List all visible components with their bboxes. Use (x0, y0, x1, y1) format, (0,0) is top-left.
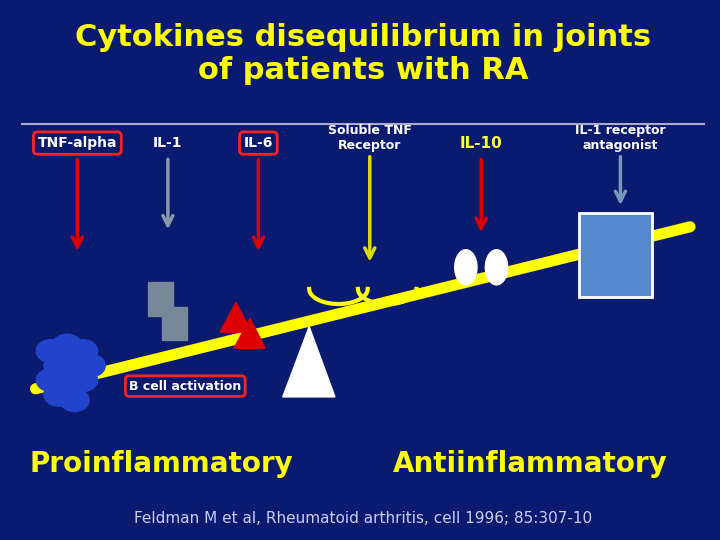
Polygon shape (234, 319, 266, 348)
Text: Feldman M et al, Rheumatoid arthritis, cell 1996; 85:307-10: Feldman M et al, Rheumatoid arthritis, c… (134, 511, 592, 526)
Text: Antiinflammatory: Antiinflammatory (392, 450, 667, 478)
Circle shape (36, 369, 66, 392)
Circle shape (60, 360, 89, 382)
Circle shape (76, 354, 105, 377)
Text: IL-6: IL-6 (243, 136, 273, 150)
Text: IL-1: IL-1 (153, 136, 183, 150)
Circle shape (36, 340, 66, 362)
Polygon shape (283, 327, 335, 397)
Circle shape (68, 369, 97, 392)
Bar (162, 307, 187, 340)
Bar (148, 282, 174, 316)
Circle shape (53, 374, 81, 397)
Circle shape (53, 334, 81, 357)
Polygon shape (220, 302, 251, 332)
Text: Proinflammatory: Proinflammatory (29, 450, 293, 478)
Ellipse shape (485, 249, 508, 285)
FancyBboxPatch shape (579, 213, 652, 297)
Circle shape (44, 354, 73, 377)
Circle shape (68, 340, 97, 362)
Text: Soluble TNF
Receptor: Soluble TNF Receptor (328, 124, 412, 152)
Text: Cytokines disequilibrium in joints
of patients with RA: Cytokines disequilibrium in joints of pa… (75, 23, 651, 85)
Circle shape (60, 389, 89, 411)
Text: IL-10: IL-10 (460, 136, 503, 151)
Ellipse shape (455, 249, 477, 285)
Circle shape (44, 383, 73, 406)
Text: IL-1 receptor
antagonist: IL-1 receptor antagonist (575, 124, 666, 152)
Text: TNF-alpha: TNF-alpha (37, 136, 117, 150)
Text: B cell activation: B cell activation (129, 380, 241, 393)
